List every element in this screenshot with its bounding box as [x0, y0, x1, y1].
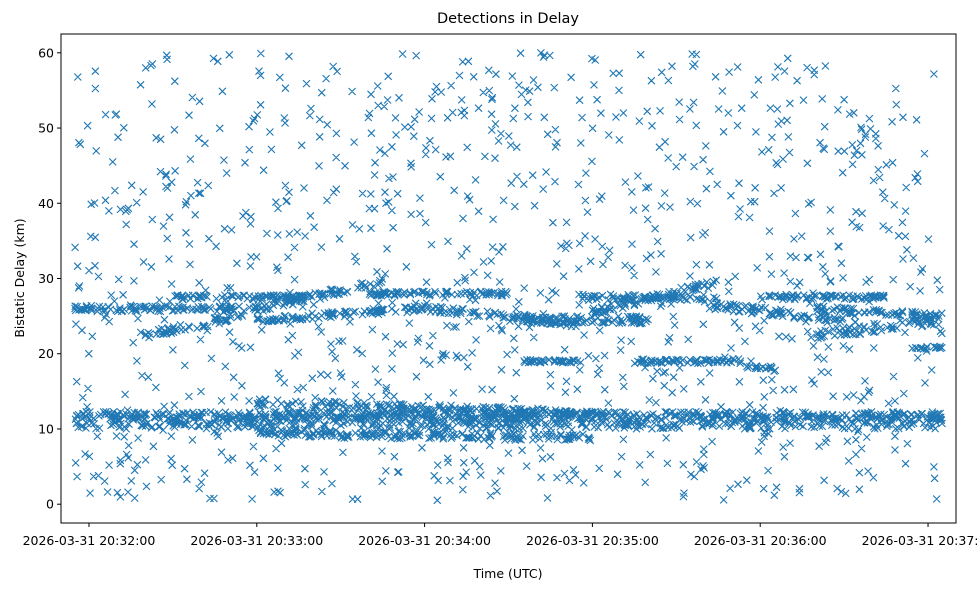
x-tick-label: 2026-03-31 20:32:00 [23, 533, 156, 548]
chart-title: Detections in Delay [437, 11, 579, 27]
y-tick-label: 0 [46, 497, 54, 512]
scatter-series [71, 49, 946, 505]
y-tick-label: 20 [38, 346, 54, 361]
x-tick-label: 2026-03-31 20:35:00 [526, 533, 659, 548]
scatter-markers [71, 49, 946, 505]
y-tick-label: 60 [38, 45, 54, 60]
y-tick-label: 40 [38, 196, 54, 211]
plot-background [61, 34, 956, 523]
plot-area [60, 33, 957, 524]
y-axis-label: Bistatic Delay (km) [12, 218, 27, 337]
x-axis-label: Time (UTC) [472, 566, 542, 581]
x-tick-label: 2026-03-31 20:33:00 [190, 533, 323, 548]
y-axis: 0 10 20 30 40 50 60 [38, 45, 61, 512]
y-tick-label: 10 [38, 421, 54, 436]
x-tick-label: 2026-03-31 20:34:00 [358, 533, 491, 548]
y-tick-label: 50 [38, 121, 54, 136]
x-tick-label: 2026-03-31 20:37:00 [862, 533, 979, 548]
x-axis: 2026-03-31 20:32:00 2026-03-31 20:33:00 20… [23, 523, 979, 548]
x-tick-label: 2026-03-31 20:36:00 [694, 533, 827, 548]
y-tick-label: 30 [38, 271, 54, 286]
